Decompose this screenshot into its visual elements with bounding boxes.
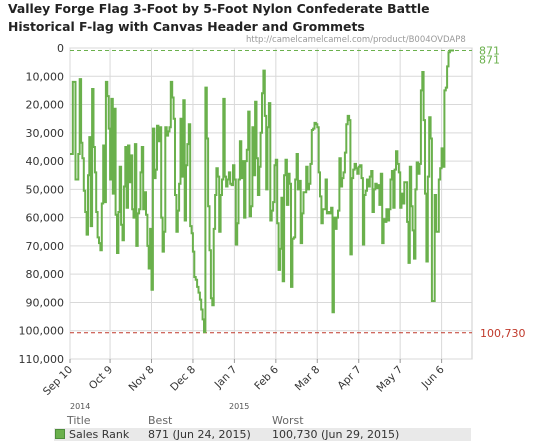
y-tick-label: 110,000 — [19, 353, 65, 366]
x-tick-label: Mar 8 — [293, 364, 323, 394]
x-tick-label: Jun 6 — [419, 363, 447, 391]
y-tick-label: 70,000 — [26, 240, 65, 253]
x-tick-label: Oct 9 — [87, 364, 115, 392]
y-tick-label: 40,000 — [26, 155, 65, 168]
year-label-2014: 2014 — [70, 402, 91, 411]
series-line-sales-rank — [70, 49, 454, 334]
y-tick-label: 80,000 — [26, 268, 65, 281]
reference-lines — [70, 49, 472, 334]
y-tick-label: 100,000 — [19, 325, 65, 338]
x-tick-label: Jan 7 — [212, 364, 240, 392]
year-label-2015: 2015 — [229, 402, 250, 411]
x-tick-label: Apr 7 — [335, 364, 363, 392]
x-tick-label: Feb 6 — [252, 363, 281, 392]
legend-row-sales-rank[interactable]: Sales Rank 871 (Jun 24, 2015) 100,730 (J… — [54, 428, 471, 441]
legend-header-best: Best — [148, 414, 173, 427]
worst-rank-label: 100,730 — [480, 327, 526, 340]
x-tick-label: Dec 8 — [168, 364, 198, 394]
best-rank-label: 871 — [479, 44, 500, 57]
x-tick-label: Nov 8 — [127, 364, 157, 394]
legend-header-row: Title Best Worst — [54, 414, 471, 427]
x-axis: Sep 10 Oct 9 Nov 8 Dec 8 Jan 7 Feb 6 Mar 8 Apr … — [41, 359, 447, 398]
legend-best-value: 871 (Jun 24, 2015) — [148, 428, 251, 441]
current-rank-label: 871 — [479, 53, 500, 66]
legend-header-worst: Worst — [272, 414, 304, 427]
y-tick-label: 20,000 — [26, 99, 65, 112]
legend-worst-value: 100,730 (Jun 29, 2015) — [272, 428, 400, 441]
product-title: Valley Forge Flag 3-Foot by 5-Foot Nylon… — [8, 1, 430, 34]
y-tick-label: 30,000 — [26, 127, 65, 140]
legend-table: Title Best Worst Sales Rank 871 (Jun 24,… — [54, 414, 471, 441]
series-layer — [70, 49, 454, 334]
series-swatch-icon — [55, 429, 65, 439]
legend-series-name: Sales Rank — [69, 428, 130, 441]
legend-header-title: Title — [67, 414, 91, 427]
y-tick-label: 0 — [57, 42, 64, 55]
y-tick-label: 90,000 — [26, 296, 65, 309]
y-tick-label: 50,000 — [26, 183, 65, 196]
x-tick-label: May 7 — [374, 364, 405, 395]
y-axis: 0 10,000 20,000 30,000 40,000 50,000 60,000 70,… — [19, 42, 65, 366]
y-tick-label: 10,000 — [26, 70, 65, 83]
y-tick-label: 60,000 — [26, 212, 65, 225]
watermark-url: http://camelcamelcamel.com/product/B004O… — [246, 35, 466, 45]
x-tick-label: Sep 10 — [41, 364, 75, 398]
